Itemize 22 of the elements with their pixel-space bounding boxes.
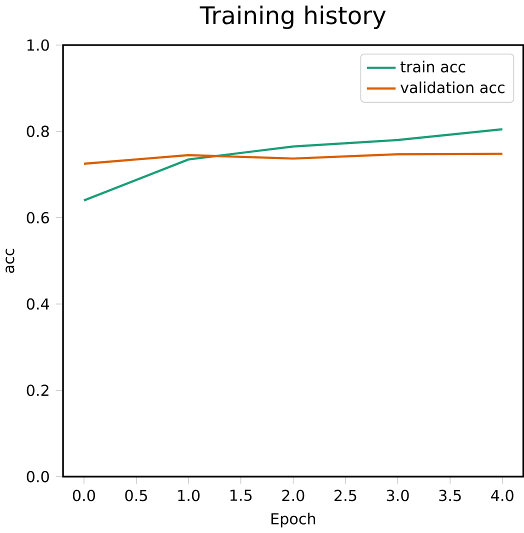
x-tick-label: 0.5 bbox=[125, 490, 147, 502]
x-tick-label: 3.0 bbox=[386, 490, 409, 502]
legend-label: train acc bbox=[400, 60, 466, 72]
y-tick-label: 1.0 bbox=[27, 39, 49, 51]
y-axis-title: acc bbox=[6, 248, 14, 273]
x-tick-label: 2.5 bbox=[334, 490, 356, 502]
x-tick-label: 0.0 bbox=[72, 490, 95, 502]
y-tick-label: 0.0 bbox=[26, 470, 49, 482]
x-axis-title: Epoch bbox=[271, 512, 316, 528]
legend-label: validation acc bbox=[400, 82, 504, 94]
y-tick-label: 0.8 bbox=[26, 126, 49, 138]
x-tick-label: 2.0 bbox=[282, 490, 304, 502]
x-tick-label: 1.5 bbox=[230, 490, 252, 501]
line-series bbox=[82, 152, 504, 165]
y-tick-label: 0.2 bbox=[26, 384, 48, 396]
x-tick-label: 3.5 bbox=[439, 490, 461, 502]
y-tick-label: 0.4 bbox=[26, 298, 49, 310]
y-tick-label: 0.6 bbox=[26, 212, 49, 224]
line-series bbox=[82, 128, 504, 202]
chart-title: Training history bbox=[200, 6, 386, 30]
x-tick-label: 4.0 bbox=[491, 490, 514, 502]
x-tick-label: 1.0 bbox=[178, 490, 200, 502]
